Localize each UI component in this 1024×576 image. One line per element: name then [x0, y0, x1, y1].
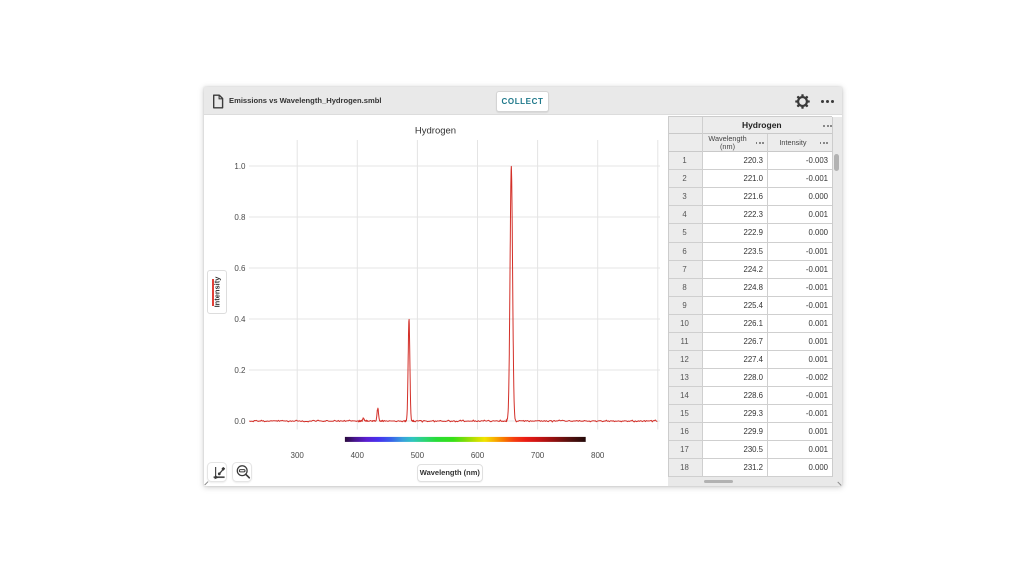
svg-text:0.6: 0.6 — [234, 264, 246, 273]
svg-text:Hydrogen: Hydrogen — [414, 126, 455, 137]
svg-text:600: 600 — [470, 451, 484, 460]
svg-text:500: 500 — [410, 451, 424, 460]
svg-text:300: 300 — [290, 451, 304, 460]
svg-text:0.2: 0.2 — [234, 366, 246, 375]
svg-text:0.8: 0.8 — [234, 213, 246, 222]
svg-text:0.0: 0.0 — [234, 417, 246, 426]
svg-text:700: 700 — [530, 451, 544, 460]
svg-text:800: 800 — [591, 451, 605, 460]
svg-text:400: 400 — [350, 451, 364, 460]
svg-text:1.0: 1.0 — [234, 162, 246, 171]
svg-text:0.4: 0.4 — [234, 315, 246, 324]
